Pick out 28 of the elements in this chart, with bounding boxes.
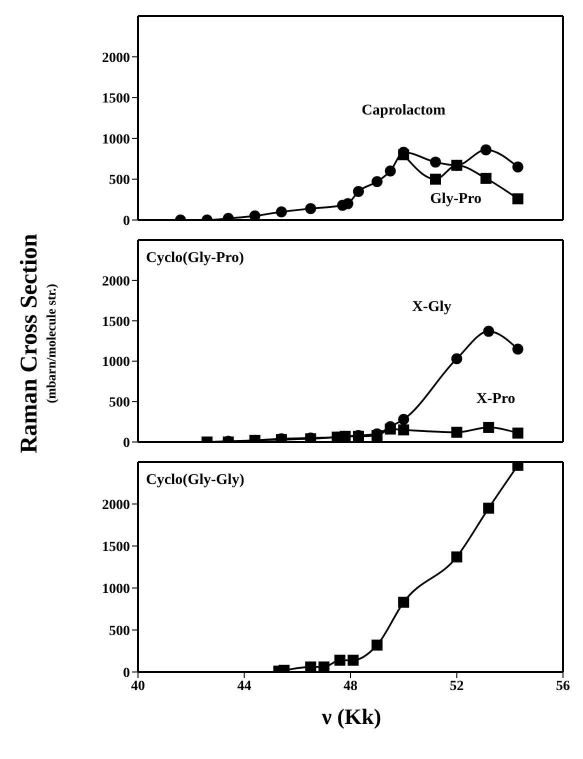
y-tick-label: 1000 [102, 355, 130, 370]
series-label: Gly-Pro [430, 190, 482, 207]
y-tick-label: 1000 [102, 132, 130, 148]
y-tick-label: 500 [109, 173, 130, 188]
y-tick-label: 0 [123, 666, 130, 681]
y-tick-label: 2000 [102, 50, 130, 66]
y-tick-label: 2000 [102, 498, 130, 513]
x-tick-label: 52 [450, 678, 464, 694]
series-label: X-Pro [476, 391, 516, 408]
text: Caprolactom [362, 102, 446, 118]
text: Cyclo(Gly-Pro) [146, 250, 244, 267]
x-tick-label: 40 [131, 678, 145, 694]
text: Cyclo(Gly-Gly) [146, 472, 244, 489]
text: X-Gly [412, 298, 452, 315]
y-tick-label: 1000 [102, 582, 130, 597]
y-tick-label: 0 [123, 436, 130, 451]
y-tick-label: 0 [123, 214, 130, 229]
y-tick-label: 500 [109, 396, 130, 411]
x-tick-label: 56 [556, 678, 570, 694]
y-tick-label: 1500 [102, 314, 130, 330]
y-tick-label: 1500 [102, 92, 130, 107]
x-tick-label: 44 [237, 678, 252, 694]
x-axis-title: ν (Kk) [320, 704, 382, 730]
x-tick-label: 48 [344, 678, 358, 694]
y-tick-label: 1500 [102, 540, 130, 555]
y-tick-label: 500 [109, 624, 130, 639]
y-axis-title: Raman Cross Section (mbarn/molecule str.) [16, 233, 60, 453]
y-tick-label: 2000 [102, 274, 130, 290]
